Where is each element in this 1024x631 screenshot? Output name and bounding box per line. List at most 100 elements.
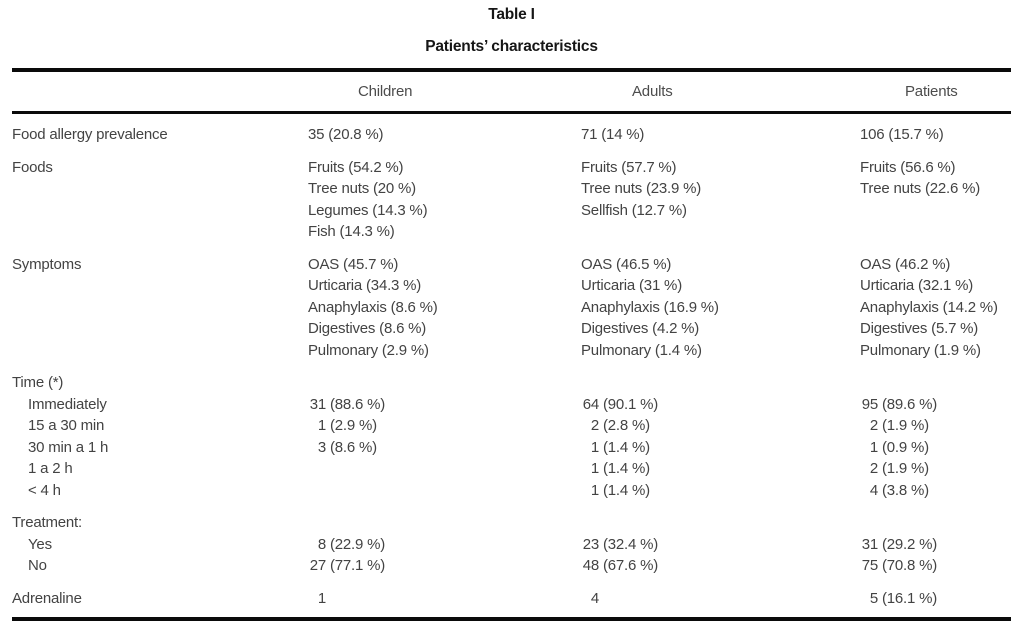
cell-line: Tree nuts (22.6 %) (860, 180, 981, 197)
cell-patients: 2 (1.9 %) (860, 415, 1011, 437)
cell-line: Urticaria (34.3 %) (308, 277, 422, 294)
cell-line: 1 (0.9 %) (860, 437, 1011, 459)
cell-line: 1 (308, 588, 581, 610)
cell-children: 31 (88.6 %) (308, 394, 581, 416)
cell-children: Fruits (54.2 %) Tree nuts (20 %) Legumes (… (308, 157, 581, 243)
cell-patients (860, 512, 1011, 534)
cell-line: Tree nuts (20 %) (308, 180, 416, 197)
cell-line: Digestives (4.2 %) (581, 320, 700, 337)
table-section: Treatment: Yes 8 (22.9 %) 23 (32.4 %) 31 (29… (12, 512, 1011, 577)
cell-adults: Fruits (57.7 %) Tree nuts (23.9 %) Sellfis… (581, 157, 860, 243)
table-section: Symptoms OAS (45.7 %) Urticaria (34.3 %) An… (12, 254, 1011, 362)
table-section: Food allergy prevalence 35 (20.8 %) 71 (14… (12, 124, 1011, 146)
cell-adults: 71 (14 %) (581, 124, 860, 146)
cell-adults: 1 (1.4 %) (581, 437, 860, 459)
cell-count: 31 (861, 535, 878, 553)
row-label: Immediately (28, 395, 107, 413)
cell-count: 2 (869, 417, 878, 434)
table-row: Symptoms OAS (45.7 %) Urticaria (34.3 %) An… (12, 254, 1011, 362)
table-row: Yes 8 (22.9 %) 23 (32.4 %) 31 (29.2 %) (12, 534, 1011, 556)
cell-adults: 23 (32.4 %) (581, 534, 860, 556)
cell-line: Pulmonary (1.9 %) (860, 341, 981, 359)
cell-count: 4 (590, 589, 599, 607)
bottom-rule (12, 617, 1011, 621)
row-label: Time (*) (12, 374, 64, 391)
cell-patients: 2 (1.9 %) (860, 458, 1011, 480)
cell-children: 35 (20.8 %) (308, 124, 581, 146)
cell-line: Fruits (56.6 %) (860, 158, 956, 176)
cell-count: 1 (590, 438, 599, 456)
cell-patients: Fruits (56.6 %) Tree nuts (22.6 %) (860, 157, 1011, 243)
cell-count: 27 (309, 557, 326, 574)
cell-line: 1 (1.4 %) (581, 458, 860, 480)
table-body: Food allergy prevalence 35 (20.8 %) 71 (14… (12, 114, 1011, 609)
row-label: Treatment: (12, 514, 82, 531)
cell-count: 2 (869, 460, 878, 477)
table-subtitle: Patients’ characteristics (425, 38, 598, 55)
row-label: Foods (12, 158, 53, 176)
cell-line: Pulmonary (2.9 %) (308, 341, 429, 359)
row-label: Food allergy prevalence (12, 126, 168, 143)
table-title-block: Table I Patients’ characteristics (12, 0, 1011, 56)
cell-line: 5 (16.1 %) (860, 588, 1011, 610)
table-row: Foods Fruits (54.2 %) Tree nuts (20 %) Legu… (12, 157, 1011, 243)
cell-patients: 31 (29.2 %) (860, 534, 1011, 556)
cell-line: 8 (22.9 %) (308, 534, 581, 556)
cell-line: Anaphylaxis (14.2 %) (860, 298, 998, 316)
cell-count: 5 (869, 589, 878, 607)
cell-line: Urticaria (31 %) (581, 277, 682, 294)
cell-patients: 75 (70.8 %) (860, 555, 1011, 577)
cell-line: 1 (1.4 %) (581, 437, 860, 459)
table-row: 30 min a 1 h 3 (8.6 %) 1 (1.4 %) 1 (0.9 %) (12, 437, 1011, 459)
cell-adults: OAS (46.5 %) Urticaria (31 %) Anaphylaxis … (581, 254, 860, 362)
cell-patients: 1 (0.9 %) (860, 437, 1011, 459)
table-row: < 4 h 1 (1.4 %) 4 (3.8 %) (12, 480, 1011, 502)
top-rule (12, 68, 1011, 72)
header-patients: Patients (905, 83, 958, 100)
cell-line: Sellfish (12.7 %) (581, 201, 687, 219)
cell-line: 3 (8.6 %) (308, 437, 581, 459)
cell-patients: OAS (46.2 %) Urticaria (32.1 %) Anaphylaxi… (860, 254, 1011, 362)
row-label: < 4 h (28, 481, 61, 499)
table-row: No 27 (77.1 %) 48 (67.6 %) 75 (70.8 %) (12, 555, 1011, 577)
cell-adults: 1 (1.4 %) (581, 480, 860, 502)
row-label: 30 min a 1 h (28, 438, 109, 456)
cell-line: 2 (2.8 %) (581, 415, 860, 437)
cell-patients: 4 (3.8 %) (860, 480, 1011, 502)
cell-line: 48 (67.6 %) (581, 555, 860, 577)
cell-count: 1 (869, 438, 878, 456)
cell-children: 1 (308, 588, 581, 610)
cell-adults (581, 512, 860, 534)
table-section: Foods Fruits (54.2 %) Tree nuts (20 %) Legu… (12, 157, 1011, 243)
cell-count: 64 (582, 395, 599, 413)
cell-count: 75 (861, 557, 878, 574)
cell-line: Fruits (57.7 %) (581, 158, 677, 176)
table-row: 15 a 30 min 1 (2.9 %) 2 (2.8 %) 2 (1.9 %) (12, 415, 1011, 437)
cell-patients: 95 (89.6 %) (860, 394, 1011, 416)
cell-line: OAS (46.5 %) (581, 255, 672, 273)
cell-children (308, 512, 581, 534)
cell-line: 23 (32.4 %) (581, 534, 860, 556)
cell-children: 8 (22.9 %) (308, 534, 581, 556)
cell-count: 48 (582, 557, 599, 574)
table-header-row: Children Adults Patients (12, 72, 1011, 114)
table-section: Adrenaline 1 4 5 (16.1 %) (12, 588, 1011, 610)
cell-children (308, 372, 581, 394)
cell-line: Legumes (14.3 %) (308, 201, 428, 219)
cell-line: 106 (15.7 %) (860, 126, 944, 143)
table-row: Time (*) (12, 372, 1011, 394)
cell-line: 2 (1.9 %) (860, 415, 1011, 437)
cell-line: 27 (77.1 %) (308, 555, 581, 577)
cell-line: 71 (14 %) (581, 126, 645, 143)
cell-line: OAS (45.7 %) (308, 255, 399, 273)
cell-adults (581, 372, 860, 394)
cell-adults: 64 (90.1 %) (581, 394, 860, 416)
cell-line: Pulmonary (1.4 %) (581, 341, 702, 359)
cell-count: 3 (317, 438, 326, 456)
cell-children: 1 (2.9 %) (308, 415, 581, 437)
cell-line: 31 (29.2 %) (860, 534, 1011, 556)
table-row: Adrenaline 1 4 5 (16.1 %) (12, 588, 1011, 610)
cell-adults: 2 (2.8 %) (581, 415, 860, 437)
cell-count: 1 (590, 481, 599, 499)
cell-adults: 4 (581, 588, 860, 610)
